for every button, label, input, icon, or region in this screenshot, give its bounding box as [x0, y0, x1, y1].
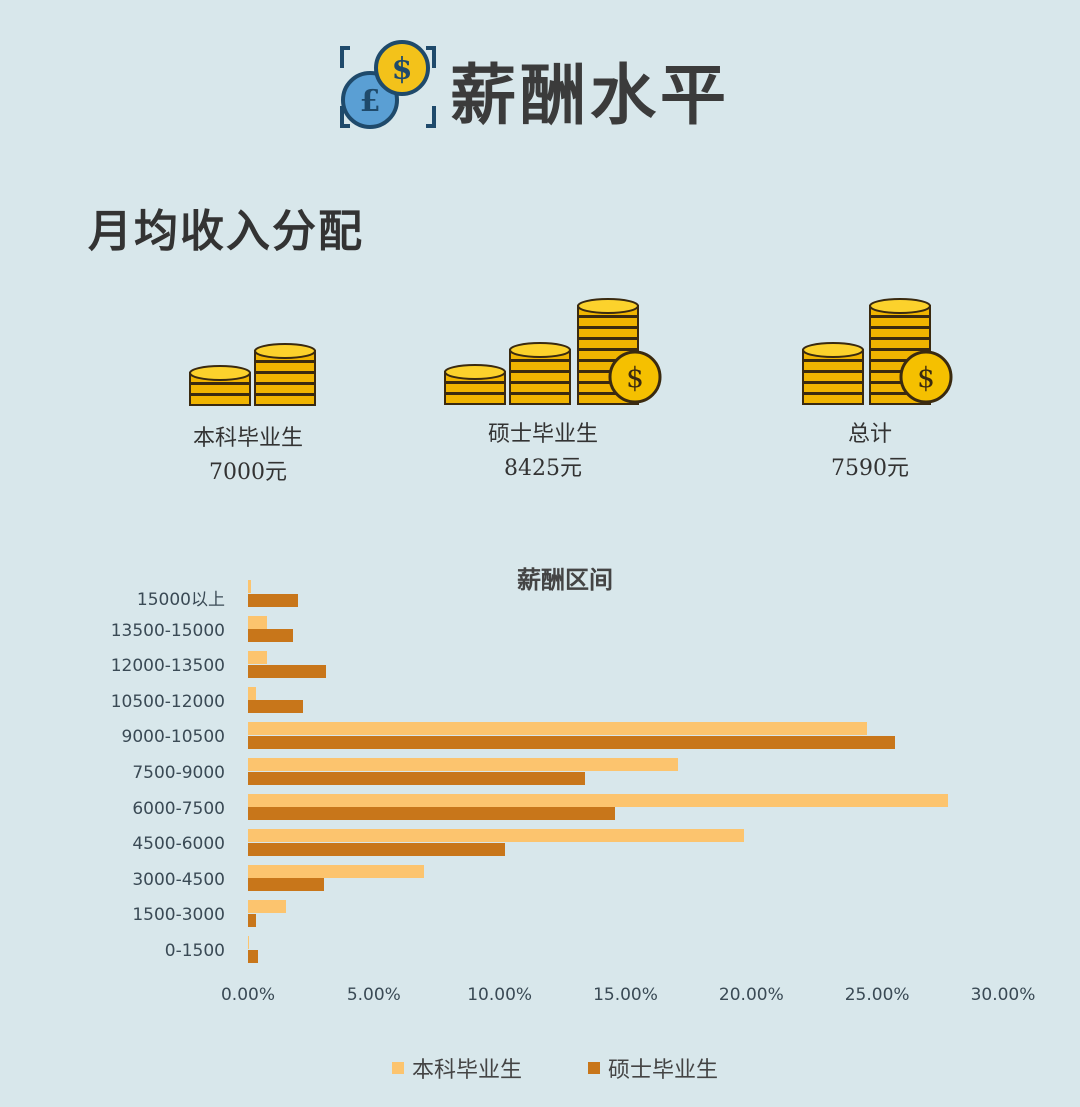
category-label: 12000-13500: [110, 656, 225, 677]
bar-bachelor: [248, 615, 267, 629]
bar-master: [248, 771, 586, 785]
x-tick-label: 30.00%: [970, 985, 1036, 1005]
svg-text:$: $: [626, 361, 644, 394]
legend-label: 硕士毕业生: [608, 1058, 719, 1083]
bar-master: [248, 878, 324, 892]
legend-swatch: [588, 1062, 600, 1074]
x-tick-label: 20.00%: [718, 985, 784, 1005]
bar-master: [248, 700, 304, 714]
category-label: 10500-12000: [110, 691, 225, 712]
category-label: 9000-10500: [121, 727, 225, 748]
bar-bachelor: [248, 936, 250, 949]
category-label: 0-1500: [164, 941, 225, 961]
bar-master: [248, 664, 327, 678]
stat-label: 硕士毕业生: [487, 422, 598, 447]
legend-item-master: 硕士毕业生: [588, 1052, 718, 1084]
bar-bachelor: [248, 580, 251, 593]
chart-title: 薪酬区间: [517, 565, 613, 594]
page-title: 薪酬水平: [450, 56, 730, 134]
bar-bachelor: [248, 900, 286, 914]
stat-bachelor: 本科毕业生 7000元: [148, 422, 348, 490]
bar-master: [248, 949, 259, 963]
bar-bachelor: [248, 722, 868, 736]
bar-bachelor: [248, 864, 425, 878]
bar-master: [248, 629, 294, 643]
x-tick-label: 10.00%: [467, 985, 533, 1005]
svg-text:£: £: [360, 84, 381, 119]
category-label: 1500-3000: [132, 905, 225, 926]
x-tick-label: 0.00%: [220, 985, 275, 1005]
legend-item-bachelor: 本科毕业生: [392, 1052, 522, 1084]
svg-text:$: $: [917, 361, 935, 394]
bar-bachelor: [248, 793, 948, 807]
stat-value: 8425元: [504, 456, 582, 481]
category-label: 7500-9000: [132, 763, 225, 783]
stat-label: 本科毕业生: [192, 426, 303, 451]
stat-total: 总计 7590元: [770, 418, 970, 486]
bar-master: [248, 842, 505, 856]
x-tick-label: 25.00%: [844, 985, 910, 1005]
coin-stack-icon: [189, 343, 316, 406]
legend-swatch: [392, 1062, 404, 1074]
coin-stack-dollar-icon: $: [802, 298, 953, 405]
bar-bachelor: [248, 758, 679, 771]
currency-coins-icon: £ $: [340, 40, 436, 129]
x-tick-label: 5.00%: [346, 985, 401, 1005]
stat-label: 总计: [847, 422, 892, 447]
category-label: 6000-7500: [132, 798, 225, 819]
stat-value: 7000元: [209, 460, 287, 485]
section-title: 月均收入分配: [88, 206, 364, 257]
category-label: 13500-15000: [110, 620, 225, 641]
category-label: 15000以上: [136, 590, 225, 610]
bar-master: [248, 913, 256, 927]
bar-master: [248, 807, 616, 821]
category-label: 4500-6000: [132, 834, 225, 855]
stat-value: 7590元: [831, 456, 909, 481]
bar-bachelor: [248, 829, 744, 843]
bar-bachelor: [248, 686, 256, 700]
category-label: 3000-4500: [132, 869, 225, 890]
svg-text:$: $: [392, 52, 413, 87]
x-tick-label: 15.00%: [593, 985, 658, 1005]
bar-master: [248, 593, 299, 607]
legend-label: 本科毕业生: [412, 1058, 523, 1083]
coin-stack-dollar-icon: $: [444, 298, 662, 405]
bar-bachelor: [248, 651, 267, 665]
stat-master: 硕士毕业生 8425元: [443, 418, 643, 486]
bar-master: [248, 735, 895, 749]
